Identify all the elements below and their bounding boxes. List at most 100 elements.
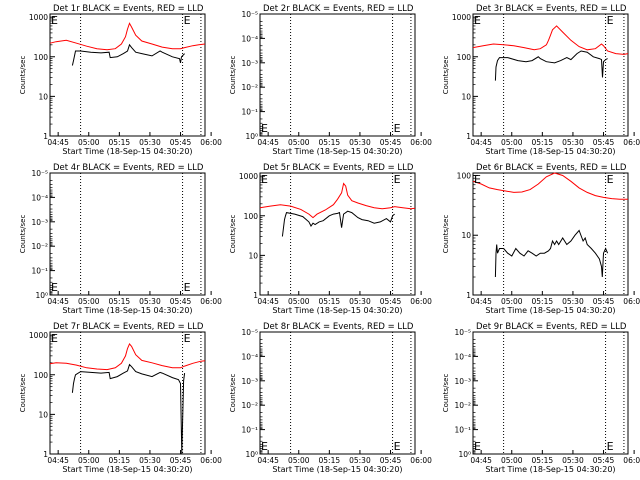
y-tick-label: 100 [34,53,49,62]
y-tick-label: 1000 [29,331,48,340]
x-tick-label: 05:00 [288,297,310,306]
y-tick-label: 10⁻⁴ [241,352,258,361]
y-tick-label: 10 [38,410,48,419]
series-line-lld-red [472,172,628,200]
x-tick-label: 04:45 [257,138,279,147]
panel-det-1: Det 1r BLACK = Events, RED = LLD 04:45 05:… [19,4,222,156]
x-tick-label: 04:45 [470,297,492,306]
x-tick-label: 05:15 [319,456,341,465]
event-marker-e: E [51,14,58,27]
y-tick-label: 10⁻³ [241,377,258,386]
series-line-events-black [281,210,395,237]
y-axis-label: Counts/sec [442,56,450,95]
x-tick-label: 05:15 [532,138,554,147]
series-line-lld-red [49,22,206,51]
y-tick-label: 10⁻⁵ [454,328,471,337]
x-tick-label: 05:15 [532,456,554,465]
series-line-events-black [71,363,186,455]
x-tick-label: 05:00 [78,456,100,465]
plot-frame [472,172,629,296]
y-axis-label: Counts/sec [19,215,27,254]
y-tick-label: 1 [43,450,48,459]
x-tick-label: 05:45 [170,138,192,147]
x-tick-label: 06:00 [623,138,640,147]
y-tick-label: 10 [248,251,258,260]
x-tick-label: 05:45 [380,297,402,306]
event-marker-e: E [607,14,614,27]
y-tick-label: 100 [457,53,472,62]
x-tick-label: 05:30 [349,456,371,465]
y-tick-label: 10⁻³ [241,59,258,68]
series-line-events-black [494,50,608,81]
y-tick-label: 10⁻² [241,83,258,92]
x-axis-label: Start Time (18-Sep-15 04:30:20) [272,465,402,474]
x-tick-label: 05:45 [380,456,402,465]
panel-det-6: Det 6r BLACK = Events, RED = LLD 04:45 05:… [442,163,640,315]
x-tick-label: 06:00 [623,297,640,306]
y-axis-label: Counts/sec [229,374,237,413]
y-tick-label: 1 [253,291,258,300]
x-tick-label: 04:45 [257,456,279,465]
x-tick-label: 06:00 [410,138,432,147]
x-tick-label: 05:30 [349,138,371,147]
plot-frame [49,13,206,137]
x-tick-label: 06:00 [200,297,222,306]
x-tick-label: 06:00 [410,297,432,306]
x-tick-label: 05:15 [109,138,131,147]
plot-frame [259,13,416,137]
y-tick-label: 1 [43,132,48,141]
panel-det-7: Det 7r BLACK = Events, RED = LLD 04:45 05:… [19,322,222,474]
event-marker-e: E [261,122,268,135]
y-tick-label: 100 [457,171,472,180]
x-tick-label: 04:45 [257,297,279,306]
x-axis-label: Start Time (18-Sep-15 04:30:20) [485,306,615,315]
x-axis-label: Start Time (18-Sep-15 04:30:20) [272,306,402,315]
y-tick-label: 10⁰ [245,450,258,459]
y-axis-label: Counts/sec [229,215,237,254]
panel-title: Det 4r BLACK = Events, RED = LLD [53,163,204,173]
y-tick-label: 10⁻⁵ [241,10,258,19]
y-tick-label: 10⁻¹ [241,108,258,117]
panel-title: Det 1r BLACK = Events, RED = LLD [53,4,204,14]
x-tick-label: 06:00 [200,456,222,465]
event-marker-e: E [394,173,401,186]
x-tick-label: 05:30 [139,456,161,465]
event-marker-e: E [51,281,58,294]
y-tick-label: 1000 [239,172,258,181]
x-tick-label: 04:45 [47,456,69,465]
x-tick-label: 05:15 [109,456,131,465]
event-marker-e: E [474,440,481,453]
event-marker-e: E [184,332,191,345]
x-tick-label: 04:45 [470,138,492,147]
y-tick-label: 10⁻² [31,242,48,251]
plot-frame [472,13,629,137]
x-tick-label: 04:45 [470,456,492,465]
panel-det-8: Det 8r BLACK = Events, RED = LLD 04:45 05:… [229,322,432,474]
x-tick-label: 05:30 [139,138,161,147]
y-tick-label: 10⁻³ [454,377,471,386]
plot-frame [259,331,416,455]
x-tick-label: 05:45 [593,297,615,306]
y-tick-label: 10⁻⁴ [31,193,48,202]
y-tick-label: 10⁻¹ [454,426,471,435]
panel-det-2: Det 2r BLACK = Events, RED = LLD 04:45 05:… [229,4,432,156]
event-marker-e: E [394,440,401,453]
y-tick-label: 1 [466,132,471,141]
y-tick-label: 10 [461,231,471,240]
panel-det-9: Det 9r BLACK = Events, RED = LLD 04:45 05:… [442,322,640,474]
plot-frame [259,172,416,296]
x-axis-label: Start Time (18-Sep-15 04:30:20) [62,306,192,315]
series-line-events-black [494,229,609,278]
panel-title: Det 9r BLACK = Events, RED = LLD [476,322,627,332]
y-axis-label: Counts/sec [442,215,450,254]
y-tick-label: 100 [34,371,49,380]
event-marker-e: E [607,440,614,453]
x-tick-label: 05:00 [501,138,523,147]
x-tick-label: 05:00 [288,456,310,465]
event-marker-e: E [607,173,614,186]
event-marker-e: E [184,14,191,27]
event-marker-e: E [51,332,58,345]
y-tick-label: 10⁰ [458,450,471,459]
series-line-lld-red [259,182,416,219]
